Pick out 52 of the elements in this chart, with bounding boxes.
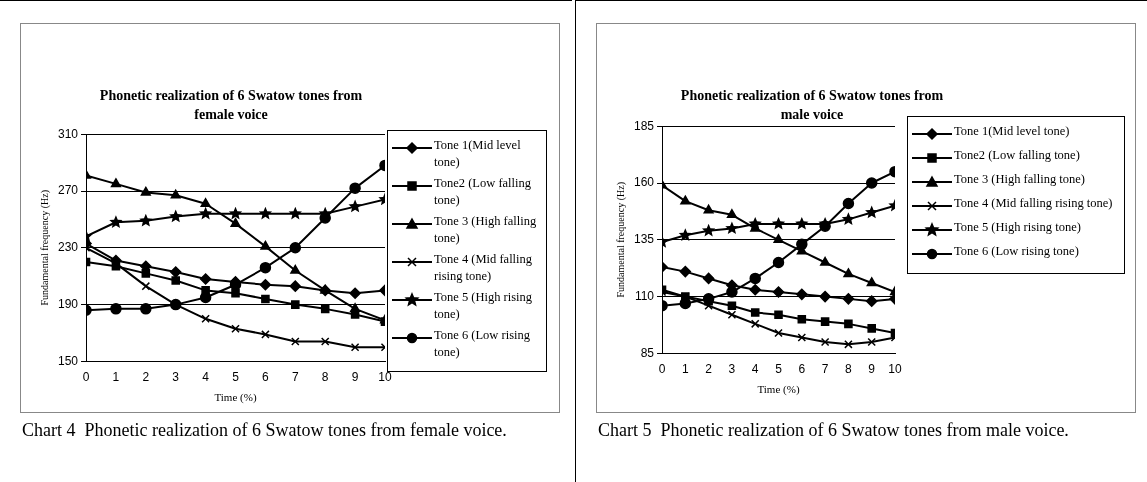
y-tick-label: 150 — [57, 353, 79, 368]
x-tick-label: 8 — [845, 361, 853, 376]
y-tick-label: 230 — [57, 240, 79, 255]
legend-label: Tone 3 (High falling tone) — [954, 171, 1086, 187]
legend-label: Tone2 (Low falling tone) — [434, 175, 532, 209]
y-tick-label: 270 — [57, 183, 79, 198]
x-tick-label: 7 — [821, 361, 829, 376]
legend-label: Tone 1(Mid level tone) — [954, 123, 1070, 139]
legend-label: Tone 6 (Low rising tone) — [954, 243, 1079, 259]
caption: Chart 4 Phonetic realization of 6 Swatow tones from female voice. — [22, 419, 508, 441]
x-tick-label: 9 — [351, 369, 359, 384]
x-tick-label: 3 — [172, 369, 180, 384]
y-tick-label: 185 — [633, 118, 655, 133]
x-tick-label: 10 — [378, 369, 392, 384]
caption: Chart 5 Phonetic realization of 6 Swatow tones from male voice. — [598, 419, 1070, 441]
x-tick-label: 1 — [681, 361, 689, 376]
chart-title: Phonetic realization of 6 Swatow tones from female voice — [98, 87, 364, 124]
x-tick-label: 2 — [142, 369, 150, 384]
legend-label: Tone 3 (High falling tone) — [434, 213, 538, 247]
x-tick-label: 4 — [202, 369, 210, 384]
x-tick-label: 0 — [82, 369, 90, 384]
x-tick-label: 0 — [658, 361, 666, 376]
x-tick-label: 10 — [888, 361, 902, 376]
y-tick-label: 110 — [634, 288, 655, 303]
x-tick-label: 4 — [751, 361, 759, 376]
x-tick-label: 6 — [262, 369, 270, 384]
x-tick-label: 3 — [728, 361, 736, 376]
y-tick-label: 190 — [57, 296, 79, 311]
y-tick-label: 160 — [633, 175, 655, 190]
legend-label: Tone2 (Low falling tone) — [954, 147, 1080, 163]
legend-label: Tone 4 (Mid falling rising tone) — [434, 251, 534, 285]
x-tick-label: 1 — [112, 369, 120, 384]
legend-label: Tone 5 (High rising tone) — [434, 289, 534, 323]
legend-label: Tone 1(Mid level tone) — [434, 137, 522, 171]
legend-label: Tone 6 (Low rising tone) — [434, 327, 531, 361]
x-tick-label: 5 — [775, 361, 783, 376]
x-tick-label: 5 — [232, 369, 240, 384]
y-axis-title: Fundamental frequency (Hz) — [614, 182, 627, 298]
y-axis-title: Fundamental frequency (Hz) — [38, 190, 51, 306]
legend-label: Tone 5 (High rising tone) — [954, 219, 1081, 235]
x-tick-label: 2 — [705, 361, 713, 376]
x-tick-label: 7 — [291, 369, 299, 384]
x-tick-label: 6 — [798, 361, 806, 376]
x-tick-label: 9 — [868, 361, 876, 376]
y-tick-label: 310 — [57, 126, 79, 141]
chart-title: Phonetic realization of 6 Swatow tones from male voice — [679, 87, 945, 124]
x-axis-title: Time (%) — [757, 383, 800, 397]
y-tick-label: 135 — [633, 232, 655, 247]
x-axis-title: Time (%) — [214, 391, 257, 405]
x-tick-label: 8 — [321, 369, 329, 384]
y-tick-label: 85 — [640, 345, 655, 360]
legend-label: Tone 4 (Mid falling rising tone) — [954, 195, 1113, 211]
